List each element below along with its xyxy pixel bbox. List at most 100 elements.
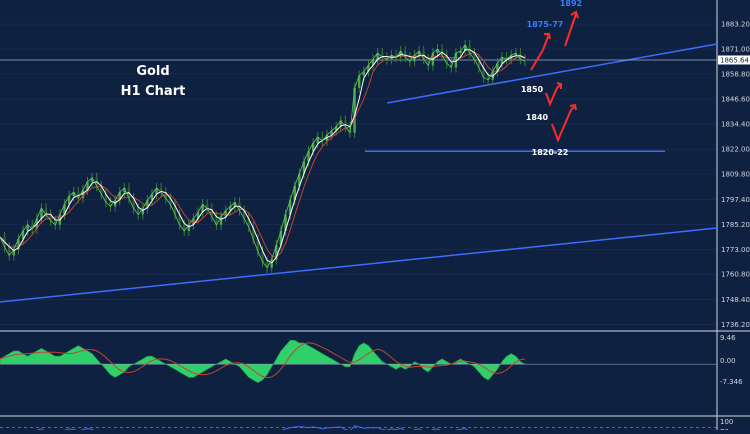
price-candle bbox=[169, 198, 172, 205]
price-candle bbox=[192, 218, 195, 225]
price-candle bbox=[261, 251, 264, 262]
rsi-tick-100: 100 bbox=[720, 418, 733, 426]
rsi-line bbox=[16, 425, 526, 434]
price-candle bbox=[353, 87, 356, 133]
price-candle bbox=[67, 196, 71, 205]
price-candle bbox=[90, 177, 94, 182]
price-candle bbox=[288, 200, 292, 215]
price-candle bbox=[17, 239, 20, 250]
price-candle bbox=[477, 59, 481, 68]
price-candle bbox=[339, 120, 342, 127]
price-candle bbox=[242, 210, 246, 219]
price-candle bbox=[450, 63, 453, 68]
price-candle bbox=[279, 230, 283, 246]
price-candle bbox=[482, 67, 485, 78]
arrowhead-1850 bbox=[556, 82, 562, 89]
price-candle bbox=[26, 224, 29, 231]
price-candle bbox=[31, 224, 34, 229]
price-tick-label: 1834.40 bbox=[721, 120, 750, 128]
price-candle bbox=[427, 59, 430, 66]
macd-tick-high: 9.46 bbox=[720, 334, 736, 342]
price-candle bbox=[293, 185, 296, 201]
price-candle bbox=[311, 143, 315, 152]
price-candle bbox=[284, 214, 287, 231]
price-candle bbox=[468, 44, 471, 54]
price-candle bbox=[206, 204, 209, 209]
price-candle bbox=[141, 208, 144, 215]
price-series bbox=[0, 39, 527, 273]
price-candle bbox=[302, 161, 306, 174]
price-tick-label: 1797.40 bbox=[721, 196, 750, 204]
price-candle bbox=[104, 194, 108, 203]
price-candle bbox=[307, 151, 310, 162]
price-candle bbox=[81, 190, 85, 199]
price-candle bbox=[275, 245, 278, 260]
annotation-1850: 1850 bbox=[521, 85, 544, 94]
rsi-series bbox=[0, 425, 717, 434]
arrowhead-1892 bbox=[570, 10, 579, 19]
price-candle bbox=[150, 194, 154, 201]
price-close-line bbox=[0, 44, 526, 269]
macd-signal-line bbox=[0, 342, 526, 379]
price-candle bbox=[252, 226, 255, 240]
price-candle bbox=[334, 126, 338, 131]
price-candle bbox=[505, 57, 508, 60]
price-tick-label: 1858.80 bbox=[721, 70, 750, 78]
price-candle bbox=[21, 230, 25, 240]
price-candle bbox=[298, 173, 301, 186]
price-candle bbox=[159, 187, 163, 193]
price-candle bbox=[44, 208, 48, 215]
price-candle bbox=[270, 259, 273, 268]
price-candle bbox=[473, 53, 476, 60]
projection-arrows bbox=[530, 10, 579, 143]
moving-average-slow bbox=[0, 51, 526, 258]
price-candle bbox=[316, 136, 319, 144]
price-candle bbox=[187, 224, 191, 231]
macd-tick-zero: 0.00 bbox=[720, 357, 736, 365]
price-candle bbox=[201, 204, 204, 213]
price-candle bbox=[417, 51, 421, 56]
price-candle bbox=[408, 57, 412, 62]
price-candle bbox=[381, 53, 384, 58]
price-candle bbox=[358, 75, 361, 88]
price-candle bbox=[224, 210, 227, 217]
moving-average-fast bbox=[0, 49, 526, 264]
price-candle bbox=[523, 59, 527, 62]
price-candle bbox=[445, 55, 448, 64]
price-candle bbox=[233, 202, 237, 207]
price-candle bbox=[12, 249, 16, 256]
price-candle bbox=[215, 216, 218, 225]
price-candle bbox=[436, 49, 439, 54]
annotation-1892: 1892 bbox=[560, 0, 582, 8]
arrow-up-1892 bbox=[564, 13, 577, 47]
price-tick-label: 1773.00 bbox=[721, 246, 750, 254]
price-candle bbox=[454, 53, 458, 68]
price-candle bbox=[376, 53, 379, 60]
price-candle bbox=[344, 120, 347, 127]
price-axis: 1883.20 1871.00 1858.80 1846.60 1834.40 1822.… bbox=[721, 21, 750, 329]
price-candle bbox=[132, 198, 135, 209]
macd-tick-low: -7.346 bbox=[720, 378, 743, 386]
price-candle bbox=[321, 136, 324, 141]
price-candle bbox=[146, 200, 149, 209]
price-candle bbox=[173, 204, 177, 215]
price-candle bbox=[404, 51, 407, 58]
price-candle bbox=[196, 212, 200, 219]
price-candle bbox=[330, 130, 333, 135]
current-price-badge bbox=[718, 55, 750, 65]
long-term-trendline bbox=[0, 227, 718, 303]
price-tick-label: 1748.40 bbox=[721, 296, 750, 304]
price-tick-label: 1883.20 bbox=[721, 21, 750, 29]
price-candle bbox=[463, 44, 467, 52]
price-tick-label: 1785.20 bbox=[721, 221, 750, 229]
price-candle bbox=[496, 63, 499, 72]
price-tick-label: 1760.80 bbox=[721, 271, 750, 279]
price-candle bbox=[178, 214, 181, 225]
price-tick-label: 1736.20 bbox=[721, 321, 750, 329]
price-candle bbox=[40, 208, 43, 219]
arrowhead-1875 bbox=[544, 33, 551, 40]
price-candle bbox=[123, 187, 126, 193]
current-price-label: 1865.64 bbox=[720, 56, 749, 64]
